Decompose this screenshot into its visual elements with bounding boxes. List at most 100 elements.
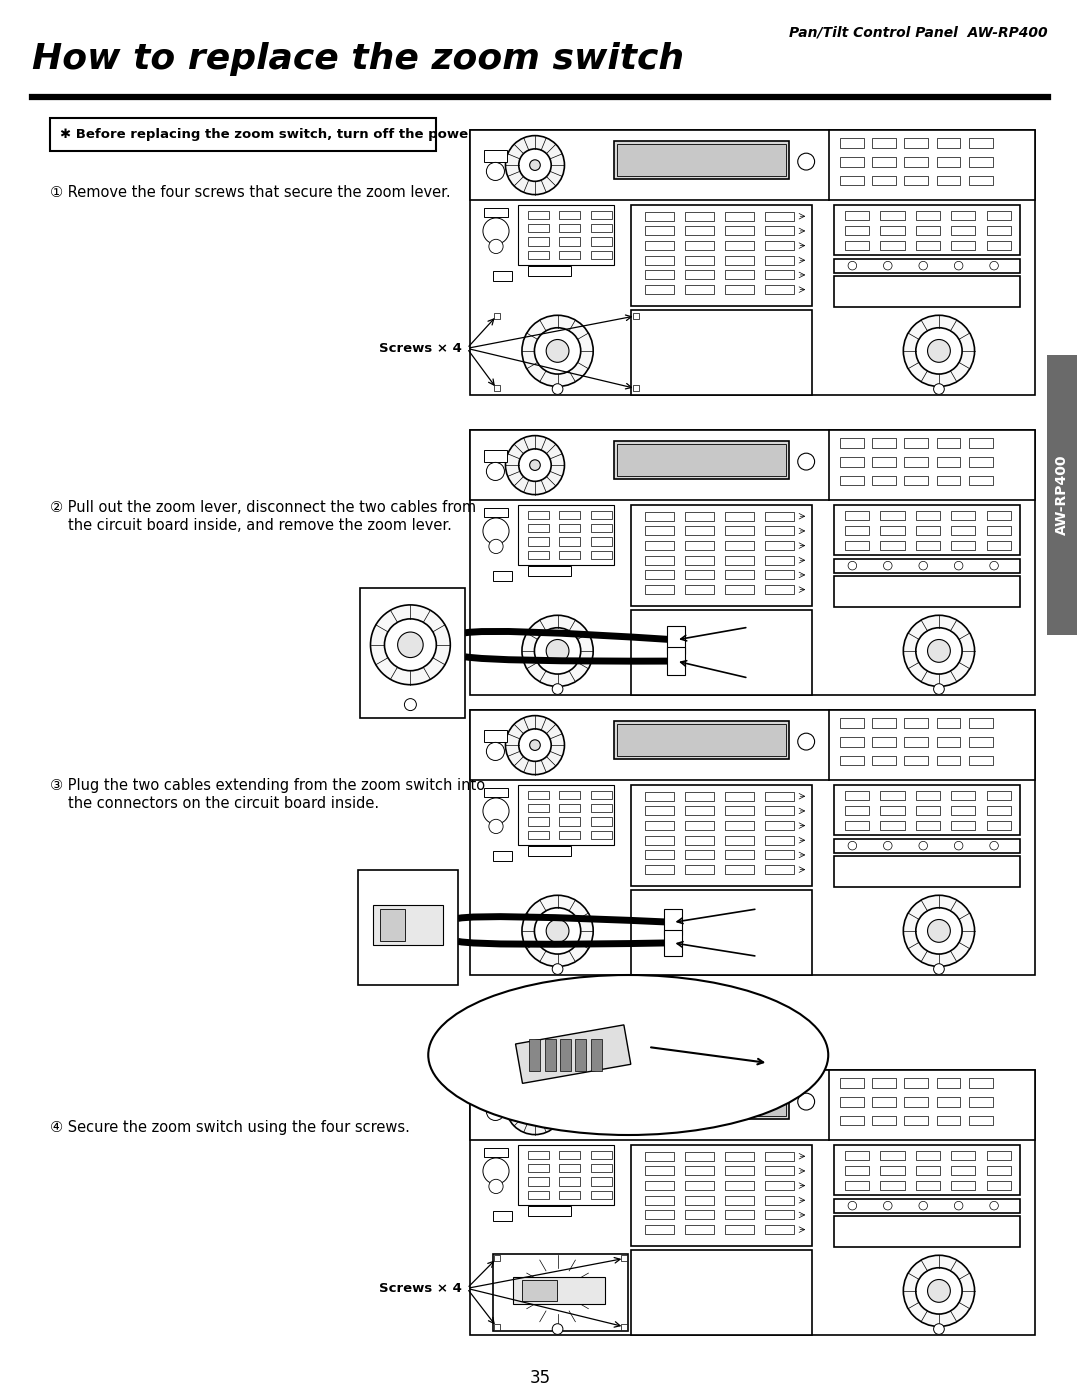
Bar — [987, 806, 1011, 816]
Bar — [725, 806, 754, 816]
Bar — [559, 804, 580, 813]
Bar — [987, 790, 1011, 800]
Bar — [686, 241, 714, 250]
Bar — [904, 158, 928, 166]
Bar — [904, 139, 928, 147]
Bar — [559, 211, 580, 220]
Bar — [484, 208, 508, 217]
Bar — [484, 788, 508, 796]
Circle shape — [916, 628, 962, 674]
Bar — [873, 139, 896, 147]
Bar — [845, 511, 869, 520]
Bar — [646, 1181, 674, 1191]
Bar — [646, 835, 674, 845]
Bar — [492, 1210, 512, 1220]
Bar — [969, 1097, 993, 1107]
Bar — [631, 610, 812, 695]
Circle shape — [535, 628, 581, 674]
Bar — [576, 1039, 586, 1072]
Bar — [528, 1164, 549, 1172]
Bar — [840, 158, 864, 166]
Bar — [873, 457, 896, 466]
Bar — [834, 558, 1021, 572]
Circle shape — [552, 684, 563, 694]
Bar — [470, 711, 1035, 781]
Circle shape — [933, 964, 944, 975]
Bar — [904, 1116, 928, 1125]
Bar — [591, 211, 612, 220]
Bar — [873, 158, 896, 166]
Circle shape — [522, 616, 593, 687]
Bar — [494, 313, 500, 319]
Circle shape — [518, 1088, 551, 1122]
Circle shape — [522, 895, 593, 967]
Bar — [484, 150, 507, 162]
Bar — [936, 438, 960, 448]
Bar — [834, 276, 1021, 306]
Bar — [559, 551, 580, 560]
Bar — [518, 505, 615, 565]
Bar — [765, 211, 794, 221]
Bar — [834, 838, 1021, 853]
Bar — [686, 555, 714, 565]
Circle shape — [397, 632, 423, 658]
Bar — [834, 856, 1021, 887]
Bar — [686, 1181, 714, 1191]
Bar — [936, 158, 960, 166]
Bar — [621, 1323, 627, 1330]
Bar — [725, 285, 754, 294]
Circle shape — [919, 841, 928, 851]
Bar — [686, 806, 714, 816]
Bar — [484, 730, 507, 743]
Bar — [559, 1178, 580, 1186]
Bar — [904, 719, 928, 727]
Bar — [873, 1097, 896, 1107]
Bar — [845, 806, 869, 816]
Circle shape — [486, 463, 504, 480]
Bar — [528, 551, 549, 560]
Bar — [528, 790, 549, 799]
Circle shape — [505, 716, 565, 775]
Circle shape — [505, 435, 565, 495]
Bar — [951, 541, 975, 550]
Bar — [969, 1079, 993, 1087]
Bar — [916, 511, 940, 520]
Bar — [880, 790, 905, 800]
Bar — [987, 821, 1011, 830]
Bar — [725, 865, 754, 874]
Bar — [559, 1164, 580, 1172]
Bar — [646, 270, 674, 280]
Circle shape — [505, 1076, 565, 1135]
Bar — [880, 1151, 905, 1160]
Bar — [686, 270, 714, 280]
Bar — [840, 1097, 864, 1107]
Bar — [1047, 355, 1077, 635]
Bar — [916, 1151, 940, 1160]
Circle shape — [535, 327, 581, 374]
Bar — [591, 1178, 612, 1186]
Bar — [646, 1167, 674, 1175]
Bar — [528, 1178, 549, 1186]
Bar — [515, 1025, 631, 1083]
Bar — [880, 241, 905, 250]
Bar — [969, 438, 993, 448]
Bar — [470, 130, 1035, 200]
Bar — [840, 476, 864, 485]
Circle shape — [529, 159, 540, 171]
Bar — [591, 831, 612, 839]
Bar — [845, 821, 869, 830]
Bar — [686, 211, 714, 221]
Bar — [646, 555, 674, 565]
Bar — [916, 241, 940, 250]
Bar — [840, 1079, 864, 1087]
Bar — [617, 443, 786, 476]
Bar — [494, 1255, 500, 1262]
Text: ✱ Before replacing the zoom switch, turn off the power.: ✱ Before replacing the zoom switch, turn… — [60, 127, 478, 141]
Bar — [591, 1150, 612, 1160]
Bar — [765, 241, 794, 250]
Bar — [686, 227, 714, 235]
Bar — [873, 719, 896, 727]
Bar — [470, 130, 1035, 395]
Bar — [522, 1280, 557, 1301]
Bar — [528, 1206, 571, 1216]
